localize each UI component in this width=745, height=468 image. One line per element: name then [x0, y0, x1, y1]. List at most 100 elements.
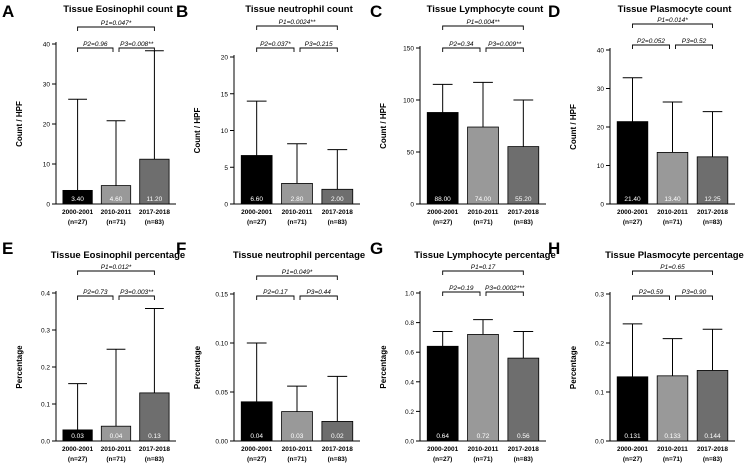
- p3-label: P3=0.003**: [120, 289, 154, 296]
- y-axis-label: Count / HPF: [15, 101, 24, 147]
- bar-value-label: 2.00: [331, 196, 344, 203]
- bar-1: [240, 401, 273, 442]
- y-tick-label: 10: [597, 163, 605, 170]
- x-tick-label: 2010-2011: [282, 446, 313, 453]
- bar-1: [616, 121, 649, 205]
- bar-value-label: 74.00: [475, 196, 492, 203]
- panel-b: B Tissue neutrophil count Count / HPF 0 5 10 1…: [176, 2, 360, 226]
- bar-1: [62, 429, 93, 442]
- x-tick-n: (n=71): [287, 456, 306, 463]
- p1-bracket: [256, 25, 338, 30]
- bar-3: [507, 146, 540, 205]
- y-tick-label: 0.2: [595, 341, 604, 348]
- bar-value-label: 88.00: [435, 196, 452, 203]
- bar-3: [696, 370, 729, 442]
- bar-value-label: 0.64: [436, 433, 449, 440]
- x-tick-label: 2017-2018: [139, 446, 170, 453]
- x-tick-n: (n=83): [514, 219, 533, 226]
- y-tick-label: 40: [597, 48, 605, 55]
- p3-label: P3=0.52: [682, 38, 707, 45]
- y-tick-label: 10: [43, 162, 51, 169]
- x-tick-label: 2010-2011: [101, 209, 132, 216]
- p2-bracket: [77, 295, 114, 300]
- y-axis-label: Percentage: [15, 345, 24, 389]
- panel-letter: D: [548, 2, 560, 21]
- y-axis-label: Count / HPF: [193, 108, 202, 154]
- p2-label: P2=0.34: [449, 41, 474, 48]
- bar-value-label: 0.56: [517, 433, 530, 440]
- y-tick-label: 0.0: [405, 439, 414, 446]
- p1-label: P1=0.65: [660, 264, 685, 271]
- bar-value-label: 0.03: [291, 433, 304, 440]
- p1-label: P1=0.004**: [466, 19, 500, 26]
- y-tick-label: 0: [600, 202, 604, 209]
- y-axis-label: Count / HPF: [569, 104, 578, 150]
- bar-1: [62, 189, 93, 205]
- x-tick-n: (n=71): [663, 456, 682, 463]
- bar-2: [281, 411, 313, 442]
- chart-title: Tissue Plasmocyte percentage: [605, 250, 744, 261]
- bar-value-label: 0.04: [250, 433, 263, 440]
- p3-bracket: [118, 47, 155, 52]
- bar-value-label: 4.60: [110, 196, 123, 203]
- chart-title: Tissue neutrophil percentage: [233, 250, 365, 261]
- bar-value-label: 0.04: [110, 433, 123, 440]
- x-tick-n: (n=71): [473, 219, 492, 226]
- x-tick-label: 2000-2001: [62, 446, 93, 453]
- y-tick-label: 0.3: [595, 292, 604, 299]
- x-tick-n: (n=83): [145, 219, 164, 226]
- bar-1: [426, 112, 459, 205]
- x-tick-label: 2000-2001: [617, 209, 648, 216]
- p1-bracket: [632, 270, 713, 275]
- chart-title: Tissue Eosinophil count: [63, 4, 173, 15]
- p2-label: P2=0.96: [83, 41, 108, 48]
- bar-1: [426, 345, 459, 442]
- p3-bracket: [299, 47, 338, 52]
- x-tick-n: (n=27): [68, 219, 87, 226]
- x-tick-n: (n=71): [287, 219, 306, 226]
- y-tick-label: 150: [403, 46, 414, 53]
- y-tick-label: 0.05: [215, 390, 228, 397]
- y-tick-label: 100: [403, 98, 414, 105]
- bar-2: [467, 334, 499, 442]
- x-tick-label: 2000-2001: [617, 446, 648, 453]
- p2-bracket: [256, 47, 295, 52]
- p2-label: P2=0.052: [637, 38, 665, 45]
- p2-bracket: [442, 291, 481, 296]
- bar-3: [139, 392, 170, 442]
- x-tick-label: 2010-2011: [282, 209, 313, 216]
- bar-value-label: 0.03: [71, 433, 84, 440]
- y-axis-label: Percentage: [569, 345, 578, 389]
- x-tick-label: 2010-2011: [101, 446, 132, 453]
- y-tick-label: 0.3: [41, 328, 50, 335]
- x-tick-n: (n=83): [328, 456, 347, 463]
- y-tick-label: 0.8: [405, 320, 414, 327]
- x-tick-n: (n=71): [663, 219, 682, 226]
- x-tick-label: 2017-2018: [697, 446, 728, 453]
- chart-title: Tissue Eosinophil percentage: [51, 250, 185, 261]
- x-tick-label: 2000-2001: [427, 446, 458, 453]
- y-tick-label: 0.6: [405, 350, 414, 357]
- y-tick-label: 0.00: [215, 439, 228, 446]
- bar-value-label: 0.72: [477, 433, 490, 440]
- p1-bracket: [632, 23, 713, 28]
- x-tick-label: 2017-2018: [322, 209, 353, 216]
- x-tick-n: (n=27): [433, 456, 452, 463]
- y-tick-label: 0: [46, 202, 50, 209]
- x-tick-n: (n=27): [247, 219, 266, 226]
- panel-a: A Tissue Eosinophil count Count / HPF 0 10 20…: [2, 2, 176, 226]
- x-tick-label: 2000-2001: [241, 446, 272, 453]
- y-tick-label: 10: [221, 128, 229, 135]
- bar-value-label: 0.144: [704, 433, 721, 440]
- y-tick-label: 1.0: [405, 291, 414, 298]
- bar-3: [696, 156, 729, 205]
- x-tick-n: (n=83): [145, 456, 164, 463]
- p3-label: P3=0.90: [682, 289, 707, 296]
- bar-value-label: 2.80: [291, 196, 304, 203]
- y-tick-label: 0.10: [215, 341, 228, 348]
- y-tick-label: 0.0: [41, 439, 50, 446]
- p2-bracket: [77, 47, 114, 52]
- x-tick-label: 2017-2018: [322, 446, 353, 453]
- p3-label: P3=0.44: [306, 289, 331, 296]
- panel-c: C Tissue Lymphocyte count Count / HPF 0 50 10…: [370, 2, 546, 226]
